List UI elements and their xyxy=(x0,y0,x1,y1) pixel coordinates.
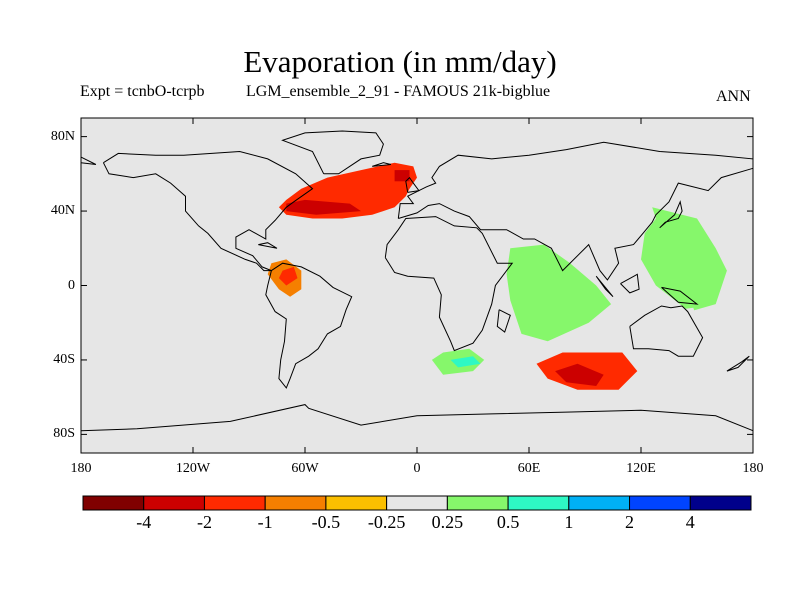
region-west-pacific-warm xyxy=(641,207,727,312)
colorbar-swatch xyxy=(568,495,631,511)
colorbar-swatch xyxy=(82,495,145,511)
x-tick-label: 0 xyxy=(413,461,421,476)
coastline-15 xyxy=(726,355,750,372)
y-tick-label: 80N xyxy=(50,128,75,144)
region-indian-cold-core xyxy=(555,363,604,386)
colorbar-swatch xyxy=(507,495,570,511)
coastline-5 xyxy=(281,130,384,175)
colorbar-label: -4 xyxy=(136,512,152,532)
subtitle-left: Expt = tcnbO-tcrpb xyxy=(80,83,205,100)
colorbar xyxy=(82,495,752,511)
x-tick-label: 180 xyxy=(70,461,92,476)
coastline-10 xyxy=(620,273,640,294)
y-tick-label: 40S xyxy=(53,351,75,367)
colorbar-swatch xyxy=(629,495,691,511)
region-tropical-atlantic xyxy=(275,222,380,305)
x-tick-label: 120E xyxy=(626,461,656,476)
x-tick-label: 60W xyxy=(291,461,319,476)
x-tick-label: 60E xyxy=(517,461,541,476)
colorbar-label: -2 xyxy=(196,512,212,532)
coastline-12 xyxy=(372,162,392,167)
colorbar-label: -1 xyxy=(257,512,273,532)
colorbar-swatch xyxy=(264,495,327,511)
region-south-atlantic-blue xyxy=(450,356,481,368)
colorbar-label: 2 xyxy=(625,512,635,532)
coastline-3 xyxy=(397,141,754,281)
coastline-4 xyxy=(629,305,704,357)
region-south-ocean-atlantic xyxy=(331,374,391,394)
region-south-pacific-east xyxy=(196,374,249,394)
colorbar-swatch xyxy=(386,495,448,511)
colorbar-label: 0.25 xyxy=(431,512,464,532)
region-north-atlantic-core xyxy=(286,199,361,215)
colorbar-label: 4 xyxy=(685,512,695,532)
region-tropical-atlantic-south xyxy=(319,311,350,334)
coastline-1 xyxy=(265,262,353,389)
coastline-14 xyxy=(258,242,278,249)
y-tick-label: 40N xyxy=(50,203,75,219)
y-tick-label: 0 xyxy=(68,277,75,293)
region-north-atlantic-east xyxy=(394,170,410,182)
chart-title: Evaporation (in mm/day) xyxy=(243,44,557,79)
subtitle-right: ANN xyxy=(716,88,751,105)
coastline-16 xyxy=(80,156,97,165)
coastline-8 xyxy=(659,200,683,229)
coastlines xyxy=(80,130,754,432)
colorbar-swatch xyxy=(325,495,388,511)
colorbar-swatch xyxy=(689,495,752,511)
colorbar-label: 0.5 xyxy=(496,512,520,532)
map-background xyxy=(81,118,753,453)
colorbar-label: -0.5 xyxy=(311,512,341,532)
coastline-7 xyxy=(405,176,420,193)
data-regions xyxy=(81,162,727,409)
coastline-6 xyxy=(80,404,754,432)
coastline-2 xyxy=(384,216,514,352)
region-africa-west xyxy=(394,259,455,275)
coastline-9 xyxy=(595,275,614,298)
colorbar-swatch xyxy=(143,495,205,511)
region-north-pacific-west xyxy=(81,211,156,249)
region-south-pacific xyxy=(81,352,141,409)
subtitle-center: LGM_ensemble_2_91 - FAMOUS 21k-bigblue xyxy=(246,83,551,100)
y-tick-label: 80S xyxy=(53,426,75,442)
colorbar-swatch xyxy=(446,495,509,511)
coastline-11 xyxy=(661,286,699,305)
colorbar-swatch xyxy=(203,495,266,511)
region-amazon-core xyxy=(278,266,298,286)
x-tick-label: 120W xyxy=(175,461,211,476)
coastline-13 xyxy=(496,309,511,333)
colorbar-label: -0.25 xyxy=(367,512,406,532)
x-tick-label: 180 xyxy=(742,461,764,476)
coastline-0 xyxy=(102,150,314,272)
colorbar-label: 1 xyxy=(564,512,574,532)
region-indian-ocean xyxy=(506,244,612,342)
